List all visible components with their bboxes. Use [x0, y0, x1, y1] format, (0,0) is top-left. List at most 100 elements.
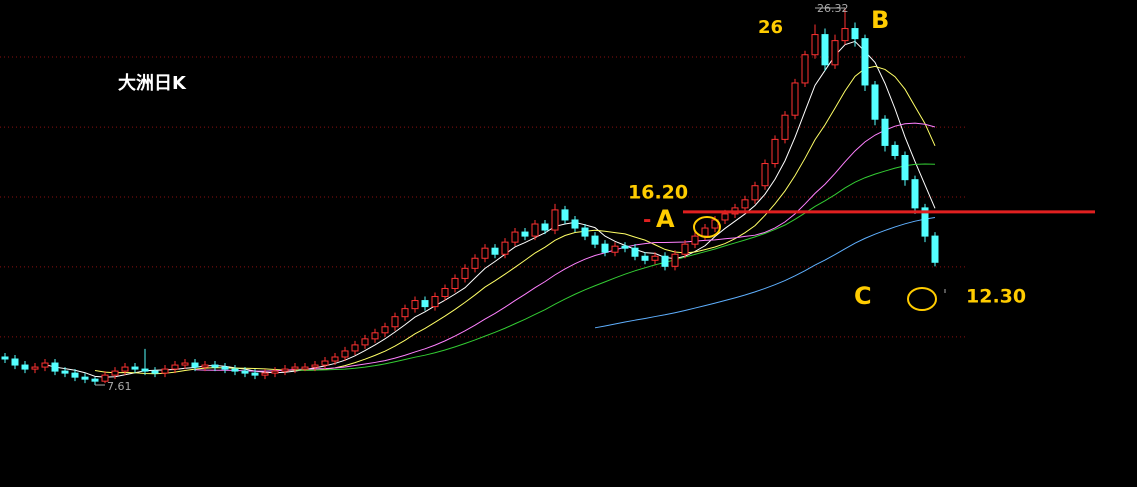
candle-body	[21, 364, 29, 370]
candle-body	[661, 255, 669, 267]
candle-body	[181, 362, 189, 366]
candle-body	[451, 277, 459, 289]
candle-body	[511, 231, 519, 243]
candle-body	[861, 38, 869, 86]
candle-body	[911, 179, 919, 209]
candle-body	[371, 332, 379, 340]
candle-body	[321, 360, 329, 366]
candle-body	[251, 372, 259, 376]
candle-body	[621, 245, 629, 249]
candle-body	[431, 296, 439, 308]
candle-body	[781, 114, 789, 140]
moving-average-line	[294, 163, 936, 371]
candle-body	[791, 82, 799, 116]
candle-body	[401, 308, 409, 318]
circle-marker	[693, 216, 721, 238]
annotation: A	[656, 205, 675, 233]
candle-body	[51, 362, 59, 372]
candle-body	[81, 376, 89, 380]
candle-body	[581, 227, 589, 237]
candle-body	[151, 370, 159, 374]
candle-body	[241, 370, 249, 374]
candle-body	[841, 28, 849, 42]
candle-body	[631, 247, 639, 257]
candle-body	[71, 372, 79, 378]
candle-body	[721, 213, 729, 221]
candle-body	[531, 223, 539, 237]
candle-body	[301, 366, 309, 370]
candle-body	[61, 370, 69, 374]
candle-body	[381, 326, 389, 334]
candle-body	[931, 235, 939, 263]
candle-body	[161, 368, 169, 374]
candle-body	[461, 267, 469, 279]
candle-body	[171, 364, 179, 370]
candle-body	[471, 257, 479, 269]
candle-body	[481, 247, 489, 259]
candle-body	[361, 338, 369, 346]
candle-body	[501, 241, 509, 255]
candle-body	[1, 356, 9, 360]
candle-body	[101, 374, 109, 382]
candle-body	[411, 300, 419, 310]
candle-body	[571, 219, 579, 229]
candle-body	[691, 235, 699, 245]
candle-body	[341, 350, 349, 358]
candle-body	[921, 207, 929, 237]
candle-body	[651, 255, 659, 261]
candle-body	[811, 34, 819, 56]
circle-marker	[907, 287, 937, 311]
annotation: 16.20	[628, 182, 688, 204]
candle-body	[291, 366, 299, 370]
candle-body	[331, 356, 339, 362]
candle-body	[541, 223, 549, 231]
candle-body	[111, 370, 119, 376]
candle-body	[681, 243, 689, 255]
candle-body	[311, 364, 319, 368]
candle-body	[421, 300, 429, 308]
candle-body	[881, 118, 889, 146]
candle-body	[141, 368, 149, 372]
candle-body	[91, 378, 99, 382]
candle-body	[561, 209, 569, 221]
candle-body	[851, 28, 859, 40]
annotation: 12.30	[966, 286, 1026, 308]
candle-body	[261, 372, 269, 376]
chart-title: 大洲日K	[118, 72, 187, 94]
candle-body	[211, 364, 219, 368]
candle-body	[591, 235, 599, 245]
candle-body	[871, 84, 879, 120]
candle-body	[131, 366, 139, 370]
candle-body	[271, 370, 279, 374]
candle-body	[761, 163, 769, 187]
candle-body	[611, 245, 619, 253]
candle-body	[11, 358, 19, 366]
candle-body	[771, 138, 779, 165]
candle-body	[831, 40, 839, 66]
candle-body	[441, 287, 449, 298]
moving-average-line	[594, 217, 936, 329]
candle-body	[221, 366, 229, 370]
high-label: 26.32	[817, 2, 849, 15]
low-label: 7.61	[107, 380, 132, 393]
candle-body	[281, 368, 289, 372]
candle-body	[891, 144, 899, 156]
moving-average-line	[44, 40, 936, 378]
candle-body	[601, 243, 609, 253]
candle-body	[121, 366, 129, 372]
candle-body	[901, 154, 909, 181]
candle-body	[191, 362, 199, 368]
candle-body	[391, 316, 399, 328]
annotation: B	[871, 6, 889, 34]
candle-body	[751, 185, 759, 201]
candle-body	[201, 364, 209, 368]
annotation: C	[854, 282, 872, 310]
candle-body	[641, 255, 649, 261]
candle-body	[231, 368, 239, 372]
moving-average-line	[194, 122, 936, 372]
candle-body	[521, 231, 529, 237]
candle-body	[671, 253, 679, 267]
candle-body	[701, 227, 709, 237]
